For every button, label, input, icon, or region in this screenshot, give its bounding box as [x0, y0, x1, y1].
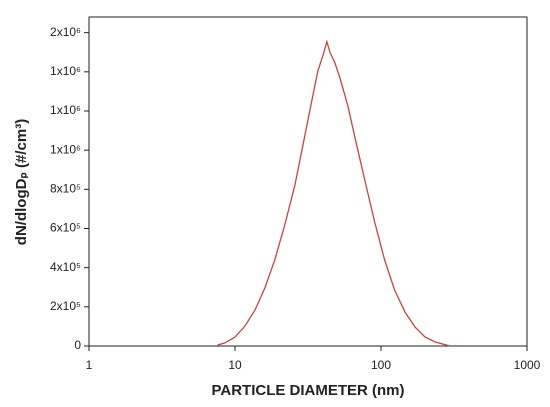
y-tick-label: 0 [74, 338, 81, 352]
y-tick-label: 1x10⁶ [50, 103, 81, 117]
x-axis-title: PARTICLE DIAMETER (nm) [211, 382, 404, 399]
x-tick-label: 100 [371, 358, 391, 372]
plot-frame [88, 16, 528, 347]
y-axis-title: dN/dlogDₚ (#/cm³) [13, 119, 30, 245]
data-line [217, 39, 451, 347]
y-tick-label: 1x10⁶ [50, 142, 81, 156]
x-tick-label: 1000 [514, 358, 541, 372]
y-tick-label: 4x10⁵ [50, 260, 81, 274]
y-tick-label: 8x10⁵ [50, 182, 81, 196]
x-tick-label: 10 [228, 358, 242, 372]
y-tick-label: 2x10⁶ [50, 25, 81, 39]
y-tick-label: 1x10⁶ [50, 64, 81, 78]
x-tick-label: 1 [86, 358, 93, 372]
y-tick-label: 2x10⁵ [50, 299, 81, 313]
y-tick-label: 6x10⁵ [50, 221, 81, 235]
